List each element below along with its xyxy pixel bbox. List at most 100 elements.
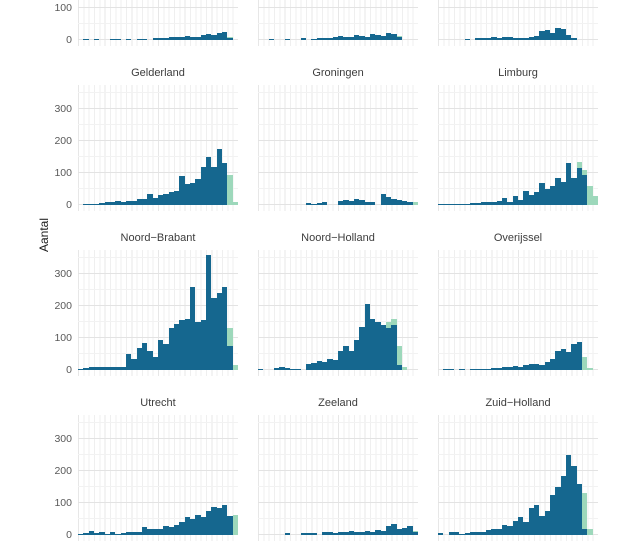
histogram-bin	[369, 0, 376, 40]
histogram-bin	[501, 415, 508, 535]
histogram-bar-blue	[152, 38, 158, 40]
histogram-bin	[385, 85, 392, 205]
histogram-bar-blue	[396, 37, 402, 40]
histogram-bar-blue	[321, 532, 328, 535]
panel-row0-col1	[258, 0, 418, 46]
histogram-bar-green	[581, 356, 588, 370]
histogram-bin	[268, 0, 274, 40]
histogram-bar-blue	[480, 38, 486, 40]
panel-limburg	[438, 85, 598, 211]
histogram-bin	[581, 250, 588, 370]
gridline-h	[78, 422, 238, 423]
histogram-bin	[131, 85, 137, 205]
histogram-bar-blue	[221, 163, 228, 205]
histogram-bin	[311, 85, 317, 205]
histogram-bin	[528, 85, 534, 205]
histogram-bin	[327, 415, 333, 535]
histogram-bar-blue	[560, 349, 566, 370]
histogram-bar-blue	[391, 198, 397, 205]
histogram-bar-blue	[189, 182, 196, 205]
gridline-h	[438, 454, 598, 455]
histogram-bar-blue	[443, 204, 449, 205]
histogram-bar-green	[227, 174, 233, 205]
gridline-h	[438, 23, 598, 24]
gridline-h	[78, 502, 238, 503]
histogram-bin	[523, 250, 529, 370]
histogram-bar-blue	[311, 204, 317, 205]
histogram-bin	[279, 250, 285, 370]
histogram-bin	[200, 0, 206, 40]
gridline-h	[438, 108, 598, 109]
histogram-bar-blue	[533, 192, 540, 205]
histogram-bar-blue	[321, 38, 328, 40]
histogram-bin	[385, 0, 392, 40]
histogram-bar-blue	[125, 354, 132, 370]
histogram-bin	[83, 0, 89, 40]
histogram-bar-blue	[485, 38, 492, 40]
histogram-bin	[480, 415, 486, 535]
gridline-h	[438, 502, 598, 503]
histogram-bar-blue	[571, 177, 577, 205]
histogram-bar-blue	[491, 201, 497, 205]
histogram-bar-blue	[364, 201, 370, 205]
gridline-h	[258, 470, 418, 471]
histogram-bar-green	[587, 368, 593, 370]
histogram-bin	[560, 415, 566, 535]
panel-gelderland	[78, 85, 238, 211]
histogram-bin	[179, 0, 185, 40]
histogram-bar-blue	[544, 29, 550, 40]
gridline-h	[438, 438, 598, 439]
gridline-h	[258, 305, 418, 306]
histogram-bar-blue	[407, 526, 413, 535]
histogram-bar-blue	[316, 203, 322, 205]
gridline-h	[438, 305, 598, 306]
histogram-bins	[258, 415, 418, 535]
histogram-bar-blue	[565, 163, 572, 205]
histogram-bin	[348, 250, 354, 370]
histogram-bin	[109, 415, 116, 535]
histogram-bin	[438, 85, 444, 205]
histogram-bin	[565, 250, 572, 370]
histogram-bar-blue	[279, 367, 285, 370]
histogram-bin	[83, 85, 89, 205]
histogram-bin	[232, 85, 238, 205]
histogram-bin	[316, 250, 322, 370]
histogram-bin	[485, 415, 492, 535]
histogram-bin	[184, 0, 190, 40]
histogram-bin	[396, 250, 402, 370]
histogram-bar-blue	[565, 35, 572, 40]
histogram-bin	[316, 0, 322, 40]
histogram-bin	[407, 85, 413, 205]
gridline-h	[258, 7, 418, 8]
y-tick-label: 300	[54, 103, 72, 115]
histogram-bin	[115, 0, 121, 40]
histogram-bar-blue	[216, 293, 222, 370]
histogram-bin	[464, 415, 470, 535]
gridline-h	[78, 337, 238, 338]
histogram-bar-blue	[475, 203, 481, 205]
histogram-bin	[88, 250, 94, 370]
histogram-bin	[184, 250, 190, 370]
histogram-bin	[109, 85, 116, 205]
histogram-bin	[221, 0, 228, 40]
histogram-bin	[289, 250, 296, 370]
histogram-bar-blue	[391, 33, 397, 40]
histogram-bin	[396, 415, 402, 535]
histogram-bar-blue	[221, 286, 228, 370]
histogram-bin	[195, 85, 201, 205]
histogram-bar-blue	[375, 34, 381, 40]
histogram-bar-blue	[380, 325, 386, 370]
histogram-bar-blue	[152, 197, 158, 205]
histogram-bar-blue	[443, 369, 449, 370]
histogram-bins	[438, 415, 598, 535]
histogram-bar-blue	[311, 38, 317, 40]
histogram-bin	[512, 415, 518, 535]
panel-row0-col0	[78, 0, 238, 46]
histogram-bar-blue	[83, 368, 89, 370]
histogram-bin	[576, 415, 582, 535]
gridline-h	[258, 337, 418, 338]
histogram-bin	[375, 415, 381, 535]
histogram-bar-blue	[88, 531, 94, 535]
histogram-bar-blue	[485, 368, 492, 370]
histogram-bar-green	[587, 185, 593, 205]
